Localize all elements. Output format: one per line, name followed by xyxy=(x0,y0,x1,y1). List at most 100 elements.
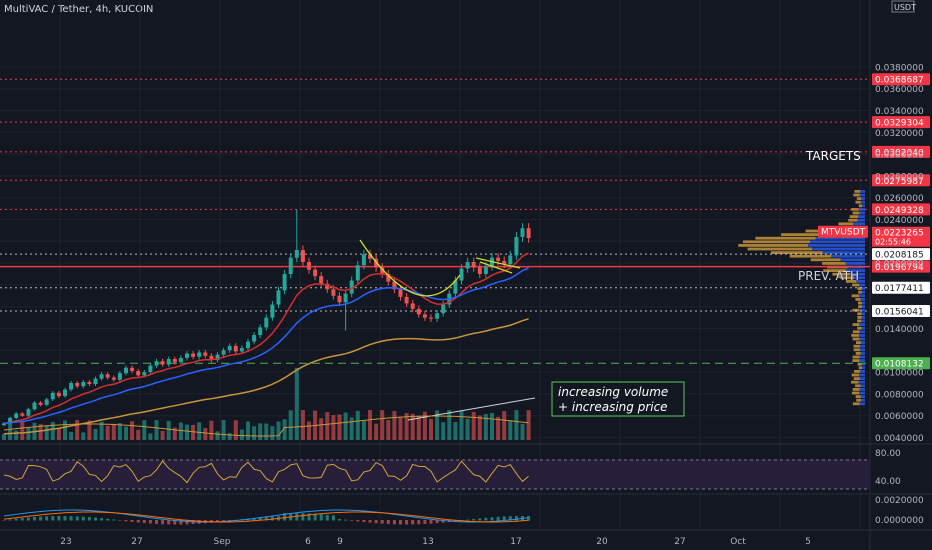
volume-bar xyxy=(325,412,329,440)
y-tick-label: 0.0360000 xyxy=(875,85,924,95)
y-tick-label: 0.0300000 xyxy=(875,151,924,161)
candle-body xyxy=(106,374,110,377)
volume-bar xyxy=(289,410,293,440)
macd-tick-label: 0.0000000 xyxy=(875,516,924,526)
macd-histogram-bar xyxy=(338,519,341,521)
volume-profile-bar xyxy=(859,204,862,207)
macd-histogram-bar xyxy=(393,520,396,524)
level-label: 0.0156041 xyxy=(875,308,924,318)
candle-body xyxy=(319,276,323,284)
candle-body xyxy=(508,255,512,264)
volume-profile-bar xyxy=(862,366,865,369)
macd-histogram-bar xyxy=(497,517,500,521)
candle-body xyxy=(197,352,201,356)
y-tick-label: 0.0040000 xyxy=(875,434,924,444)
y-tick-label: 0.0380000 xyxy=(875,63,924,73)
macd-histogram-bar xyxy=(430,520,433,524)
candle-body xyxy=(124,368,128,373)
candle-body xyxy=(222,350,226,354)
volume-profile-bar xyxy=(862,312,865,315)
volume-profile-bar xyxy=(748,248,813,251)
y-tick-label: 0.0080000 xyxy=(875,390,924,400)
volume-profile-bar xyxy=(853,356,860,359)
volume-profile-bar xyxy=(853,402,860,405)
volume-profile-bar xyxy=(862,204,865,207)
rsi-band xyxy=(0,460,870,489)
volume-bar xyxy=(374,424,378,440)
y-tick-label: 0.0280000 xyxy=(875,172,924,182)
volume-bar xyxy=(14,430,18,440)
volume-bar xyxy=(130,421,134,440)
candle-body xyxy=(423,314,427,317)
macd-histogram-bar xyxy=(503,516,506,520)
y-tick-label: 0.0240000 xyxy=(875,216,924,226)
rsi-tick-label: 80.00 xyxy=(875,449,901,459)
macd-histogram-bar xyxy=(155,520,158,524)
volume-profile-bar xyxy=(846,262,865,265)
candle-body xyxy=(460,269,464,281)
volume-profile-bar xyxy=(853,222,865,225)
volume-profile-bar xyxy=(853,323,860,326)
candle-body xyxy=(496,258,500,261)
candle-body xyxy=(69,383,73,390)
candle-body xyxy=(338,296,342,303)
volume-profile-bar xyxy=(848,219,857,222)
candle-body xyxy=(173,359,177,362)
volume-profile-bar xyxy=(856,352,861,355)
volume-profile-bar xyxy=(858,302,862,305)
volume-bar xyxy=(57,428,61,440)
volume-bar xyxy=(331,415,335,440)
volume-bar xyxy=(75,420,79,440)
candle-body xyxy=(45,399,49,404)
macd-histogram-bar xyxy=(484,518,487,521)
macd-histogram-bar xyxy=(491,517,494,520)
macd-histogram-bar xyxy=(466,520,469,521)
volume-bar xyxy=(514,410,518,440)
volume-profile-bar xyxy=(838,222,853,225)
macd-histogram-bar xyxy=(356,520,359,521)
y-tick-label: 0.0140000 xyxy=(875,325,924,335)
macd-histogram-bar xyxy=(387,520,390,524)
volume-bar xyxy=(392,411,396,440)
volume-bar xyxy=(264,424,268,440)
volume-bar xyxy=(161,431,165,440)
volume-profile-bar xyxy=(862,302,865,305)
volume-bar xyxy=(246,421,250,440)
volume-bar xyxy=(142,420,146,440)
macd-histogram-bar xyxy=(362,520,365,522)
x-tick-label: Sep xyxy=(214,537,231,547)
volume-profile-bar xyxy=(851,334,859,337)
volume-profile-bar xyxy=(859,284,865,287)
volume-bar xyxy=(508,420,512,440)
volume-profile-bar xyxy=(854,370,860,373)
volume-profile-bar xyxy=(855,201,860,204)
x-tick-label: 17 xyxy=(510,537,521,547)
macd-histogram-bar xyxy=(167,520,170,524)
volume-profile-bar xyxy=(853,330,860,333)
macd-histogram-bar xyxy=(112,519,115,520)
macd-histogram-bar xyxy=(125,520,128,521)
candle-body xyxy=(521,228,525,237)
volume-bar xyxy=(81,432,85,440)
volume-profile-bar xyxy=(852,392,859,395)
volume-profile-bar xyxy=(860,194,865,197)
volume-profile-bar xyxy=(859,338,865,341)
volume-profile-bar xyxy=(852,294,859,297)
macd-histogram-bar xyxy=(57,516,60,520)
volume-bar xyxy=(344,413,348,440)
candle-body xyxy=(191,354,195,357)
candle-body xyxy=(435,313,439,318)
candle-body xyxy=(130,368,134,371)
candle-body xyxy=(112,378,116,380)
candle-body xyxy=(63,390,67,397)
volume-bar xyxy=(216,431,220,440)
volume-profile-bar xyxy=(831,255,865,258)
volume-profile-bar xyxy=(852,359,859,362)
x-tick-label: 27 xyxy=(674,537,685,547)
macd-histogram-bar xyxy=(143,520,146,523)
candle-body xyxy=(161,361,165,364)
macd-histogram-bar xyxy=(478,518,481,520)
volume-profile-bar xyxy=(841,258,865,261)
candle-body xyxy=(429,318,433,319)
